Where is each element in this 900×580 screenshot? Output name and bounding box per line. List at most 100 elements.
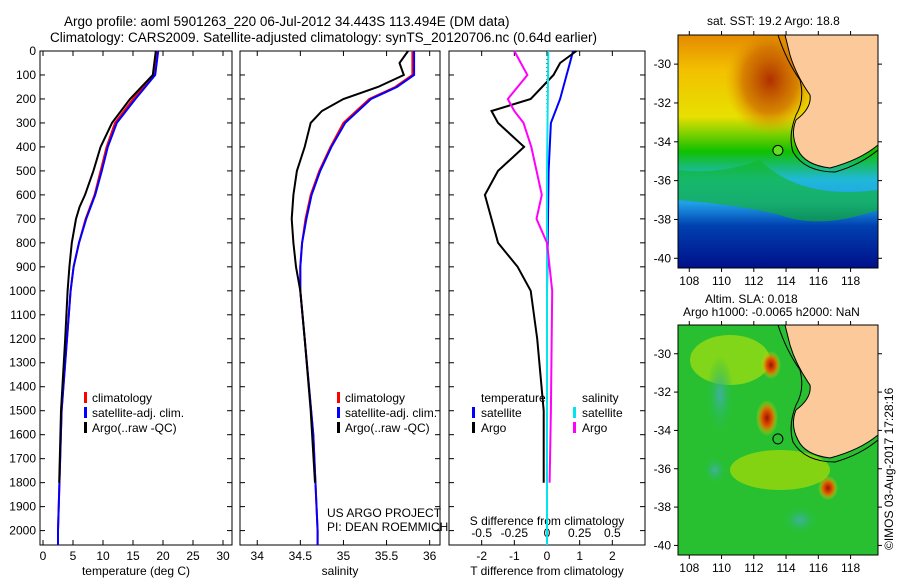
x-tick-label: 35.5 [375, 549, 399, 563]
y-tick-label: 1200 [9, 332, 36, 346]
legend-label: Argo(..raw -QC) [345, 421, 430, 435]
legend-swatch-t-satellite [472, 407, 475, 418]
map-y-tick-label: -40 [654, 538, 672, 552]
x-tick-label: 10 [96, 549, 110, 563]
map-x-tick-label: 114 [776, 274, 795, 288]
x-tick-label: 36 [423, 549, 437, 563]
argo-float-marker [772, 144, 784, 156]
imos-credit: ©IMOS 03-Aug-2017 17:28:16 [882, 387, 896, 550]
legend-label: Argo(..raw -QC) [92, 421, 177, 435]
map-y-tick-label: -38 [654, 212, 672, 226]
x-tick-label: 35 [337, 549, 351, 563]
sla-high-patch [730, 450, 830, 490]
difference-panel: -2 -1 0 1 2T difference from climatology -0.5… [448, 50, 646, 578]
series-line-satellite-adj-clim- [57, 50, 160, 545]
map-x-tick-label: 118 [841, 561, 860, 575]
y-tick-label: 0 [29, 44, 36, 58]
legend-label: satellite [582, 406, 623, 420]
y-tick-label: 1500 [9, 404, 36, 418]
x2-tick-label: -0.25 [501, 526, 529, 540]
x-tick-label: -1 [509, 549, 520, 563]
y-tick-label: 1700 [9, 452, 36, 466]
x-tick-label: 30 [216, 549, 230, 563]
argo-float-marker [772, 433, 784, 445]
sla-eddy-warm [761, 351, 781, 379]
series-line-climatology [299, 51, 414, 545]
map-x-tick-label: 116 [809, 274, 828, 288]
temperature-plot-frame [39, 50, 233, 546]
sla-map-title-line1: Altim. SLA: 0.018 [705, 292, 798, 306]
x-tick-label: 34 [251, 549, 265, 563]
y-tick-label: 1600 [9, 428, 36, 442]
sst-map-frame [677, 34, 879, 269]
map-x-tick-label: 110 [712, 274, 731, 288]
sst-green-band [678, 160, 878, 222]
legend-swatch-s-satellite [573, 407, 576, 418]
legend-heading-salinity: salinity [582, 391, 619, 405]
map-x-tick-label: 108 [679, 274, 699, 288]
x-tick-label: 5 [70, 549, 77, 563]
legend-label: satellite-adj. clim. [92, 406, 184, 420]
map-y-tick-label: -34 [654, 135, 672, 149]
figure-title-line2: Climatology: CARS2009. Satellite-adjuste… [50, 30, 597, 45]
sst-map-title: sat. SST: 19.2 Argo: 18.8 [707, 14, 840, 28]
map-y-tick-label: -32 [654, 385, 672, 399]
salinity-panel: 34 34.5 35 35.5 36 salinity [239, 50, 441, 578]
sla-eddy-warm [818, 476, 838, 500]
x-tick-label: 0 [40, 549, 47, 563]
y-tick-label: 1100 [10, 308, 36, 322]
pi-label: PI: DEAN ROEMMICH [327, 520, 448, 534]
legend-label: Argo [481, 421, 507, 435]
legend-swatch-s-argo [573, 422, 576, 433]
series-line-t-argo [483, 50, 577, 483]
temperature-panel: 0100200300400500600700800900100011001200… [9, 44, 233, 578]
y-tick-label: 400 [16, 140, 36, 154]
map-y-tick-label: -38 [654, 500, 672, 514]
sla-eddy-warm [756, 400, 778, 436]
map-y-tick-label: -30 [654, 347, 672, 361]
map-x-tick-label: 114 [776, 561, 795, 575]
map-y-tick-label: -34 [654, 423, 672, 437]
series-line-argo-raw-qc- [290, 50, 409, 483]
project-label: US ARGO PROJECT [327, 506, 442, 520]
y-tick-label: 800 [16, 236, 36, 250]
salinity-legend: climatology satellite-adj. clim. Argo(..… [337, 391, 437, 435]
x-tick-label: 0 [544, 549, 551, 563]
profile-panels: 0100200300400500600700800900100011001200… [9, 31, 882, 578]
map-y-tick-label: -36 [654, 462, 672, 476]
difference-legend: temperature satellite Argo salinity sate… [472, 391, 623, 435]
series-line-satellite-adj-clim- [299, 51, 416, 545]
y-tick-label: 200 [16, 92, 36, 106]
sla-eddy-cool [782, 506, 818, 534]
x-axis-label: salinity [322, 564, 359, 578]
y-tick-label: 1400 [9, 380, 36, 394]
x-axis-label: temperature (deg C) [82, 564, 190, 578]
legend-swatch-climatology [337, 392, 340, 403]
legend-label: climatology [92, 391, 152, 405]
legend-swatch-satellite [84, 407, 87, 418]
legend-label: Argo [582, 421, 608, 435]
legend-swatch-t-argo [472, 422, 475, 433]
map-x-tick-label: 118 [841, 274, 860, 288]
legend-swatch-satellite [337, 407, 340, 418]
sla-eddy-cool [706, 355, 734, 435]
x-tick-label: 20 [156, 549, 170, 563]
temperature-legend: climatology satellite-adj. clim. Argo(..… [84, 391, 184, 435]
sla-map-title-line2: Argo h1000: -0.0065 h2000: NaN [683, 305, 860, 319]
y-tick-label: 1300 [9, 356, 36, 370]
sst-map [678, 35, 878, 268]
map-x-tick-label: 116 [809, 561, 828, 575]
bathymetry-contour [777, 325, 878, 463]
y-tick-label: 600 [16, 188, 36, 202]
sst-map-axes: 108 110 112 114 116 118 -30 -32 -34 -36 -38 -40 [654, 31, 882, 288]
y-tick-label: 100 [16, 68, 36, 82]
sla-map-axes: 108 110 112 114 116 118 -30 -32 -34 -36 -38 -40 [654, 321, 882, 575]
x-tick-label: 1 [576, 549, 583, 563]
legend-swatch-argo [337, 422, 340, 433]
map-x-tick-label: 112 [744, 561, 763, 575]
x-tick-label: 25 [186, 549, 200, 563]
australia-land [784, 35, 878, 169]
y-tick-label: 1800 [9, 476, 36, 490]
